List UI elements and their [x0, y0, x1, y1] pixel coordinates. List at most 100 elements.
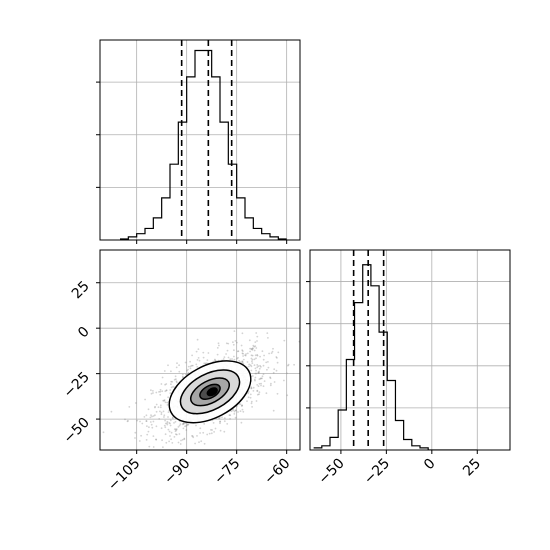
scatter-point: [178, 424, 181, 427]
scatter-point: [161, 439, 164, 442]
scatter-point: [216, 353, 219, 356]
scatter-point: [223, 417, 226, 419]
scatter-point: [241, 332, 244, 335]
scatter-point: [238, 360, 241, 362]
scatter-point: [172, 385, 175, 388]
scatter-point: [206, 359, 209, 362]
scatter-point: [196, 338, 199, 341]
scatter-point: [256, 389, 259, 392]
scatter-point: [286, 394, 289, 397]
scatter-point: [184, 361, 187, 364]
scatter-point: [173, 422, 175, 424]
scatter-point: [150, 392, 153, 395]
scatter-point: [160, 427, 163, 430]
scatter-point: [102, 431, 105, 434]
scatter-point: [257, 372, 260, 374]
scatter-point: [249, 396, 252, 399]
scatter-point: [255, 332, 258, 334]
scatter-point: [275, 369, 278, 372]
scatter-point: [241, 404, 244, 407]
scatter-point: [148, 426, 150, 429]
scatter-point: [134, 431, 137, 434]
scatter-point: [166, 420, 169, 423]
scatter-point: [146, 425, 148, 427]
scatter-point: [164, 422, 167, 425]
scatter-point: [167, 428, 170, 431]
scatter-point: [134, 402, 137, 404]
scatter-point: [181, 376, 184, 378]
scatter-point: [221, 416, 223, 419]
scatter-point: [178, 370, 181, 373]
scatter-ytick-label: −50: [61, 415, 93, 447]
scatter-point: [267, 366, 270, 369]
scatter-point: [174, 430, 177, 433]
scatter-point: [227, 342, 230, 345]
scatter-point: [163, 399, 166, 401]
scatter-point: [240, 421, 243, 424]
scatter-point: [246, 352, 249, 355]
scatter-point: [260, 382, 262, 385]
scatter-point: [148, 445, 151, 448]
scatter-point: [260, 366, 262, 368]
scatter-point: [159, 393, 162, 396]
scatter-point: [229, 358, 232, 361]
scatter-point: [157, 406, 160, 409]
scatter-point: [203, 362, 206, 365]
scatter-point: [232, 409, 235, 412]
scatter-point: [178, 364, 181, 367]
scatter-point: [175, 433, 177, 436]
scatter-point: [283, 379, 285, 382]
scatter-point: [254, 354, 257, 357]
scatter-point: [287, 363, 290, 366]
scatter-point: [174, 428, 177, 431]
scatter-point: [252, 390, 255, 392]
scatter-point: [164, 433, 167, 436]
scatter-point: [260, 377, 262, 380]
scatter-point: [258, 378, 261, 381]
scatter-point: [233, 355, 235, 358]
scatter-point: [250, 402, 253, 405]
scatter-point: [165, 383, 168, 385]
scatter-point: [239, 410, 242, 413]
scatter-point: [161, 390, 164, 393]
scatter-point: [259, 355, 261, 358]
scatter-point: [162, 399, 165, 402]
scatter-point: [173, 378, 176, 381]
scatter-point: [170, 431, 173, 434]
scatter-point: [171, 442, 174, 444]
scatter-point: [258, 367, 261, 370]
scatter-point: [241, 360, 244, 363]
scatter-point: [257, 385, 260, 388]
scatter-point: [199, 432, 202, 434]
scatter-point: [219, 422, 221, 425]
scatter-point: [110, 410, 113, 413]
scatter-point: [151, 426, 154, 429]
scatter-point: [124, 418, 126, 421]
scatter-point: [159, 410, 161, 413]
scatter-point: [251, 362, 254, 364]
scatter-point: [236, 341, 238, 344]
scatter-point: [162, 410, 165, 413]
scatter-point: [182, 427, 185, 430]
scatter-point: [183, 438, 186, 441]
scatter-point: [225, 353, 228, 355]
scatter-point: [293, 363, 295, 366]
scatter-point: [149, 416, 152, 419]
scatter-point: [175, 433, 178, 436]
scatter-point: [191, 354, 194, 357]
scatter-point: [186, 369, 189, 372]
scatter-point: [145, 439, 148, 441]
scatter-point: [165, 389, 168, 392]
scatter-point: [160, 411, 163, 414]
scatter-point: [129, 454, 131, 456]
scatter-point: [147, 430, 150, 433]
hist-x-histogram-step: [120, 49, 287, 240]
scatter-point: [202, 431, 205, 434]
scatter-ytick-label: 0: [75, 324, 93, 342]
scatter-point: [258, 382, 261, 385]
scatter-point: [242, 355, 245, 357]
scatter-point: [150, 414, 152, 416]
scatter-point: [163, 399, 166, 402]
scatter-point: [165, 441, 168, 444]
scatter-point: [186, 424, 189, 427]
